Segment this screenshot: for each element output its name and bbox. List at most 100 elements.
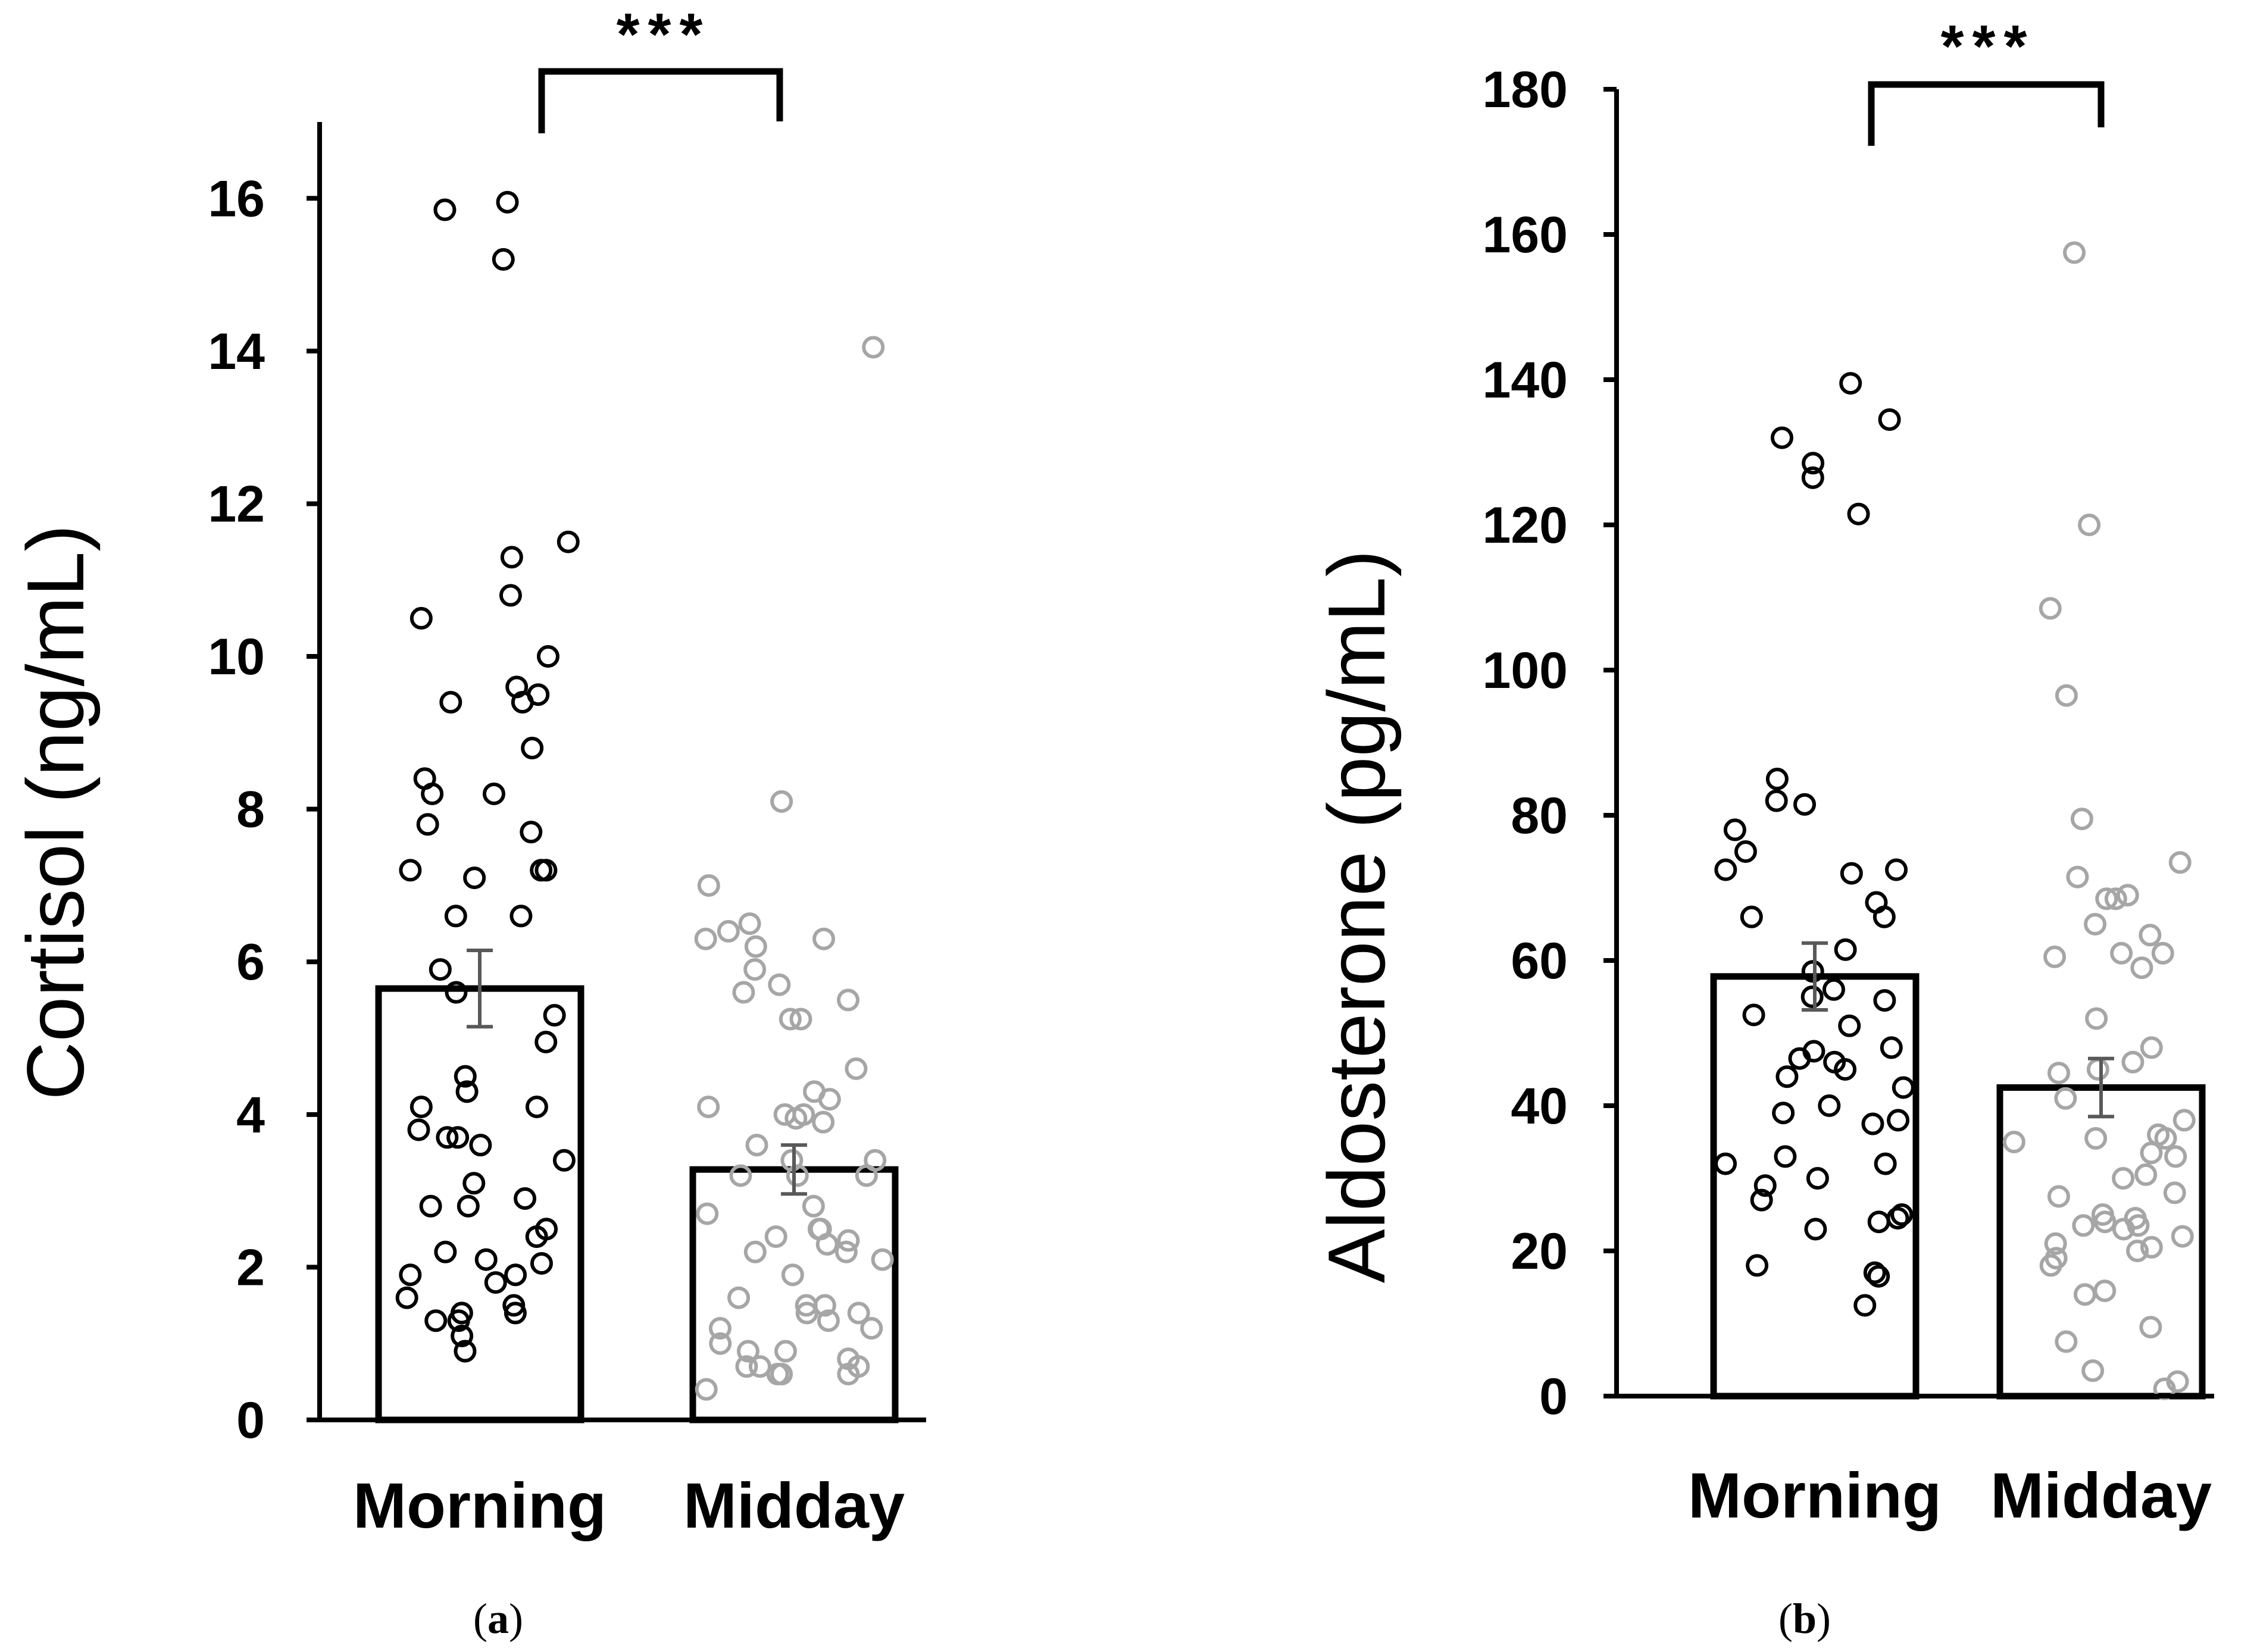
panel-a-point-morning: [482, 782, 505, 805]
panel-a-point-morning: [499, 584, 522, 607]
panel-b-point-morning: [1806, 1167, 1829, 1190]
panel-a-point-midday: [847, 1301, 870, 1325]
panel-a-point-midday: [834, 1240, 858, 1263]
panel-a-point-midday: [812, 1110, 835, 1134]
panel-a-point-morning: [525, 1095, 548, 1118]
panel-b-point-morning: [1838, 1014, 1861, 1037]
panel-a-bar-midday: [689, 1166, 899, 1423]
panel-a-point-midday: [709, 1332, 732, 1355]
panel-b-point-midday: [2070, 808, 2093, 831]
panel-b-point-midday: [2104, 887, 2127, 911]
panel-a-point-morning: [509, 905, 533, 928]
panel-a-point-midday: [744, 935, 767, 958]
panel-a-point-midday: [784, 1107, 808, 1130]
panel-a-point-morning: [469, 1134, 492, 1157]
panel-b-point-morning: [1885, 858, 1908, 881]
panel-b-point-morning: [1890, 1203, 1914, 1226]
panel-a-chart: Cortisol (ng/mL) 0 2 4 6 8 10 12 14 16 Morning M…: [10, 1, 926, 1642]
panel-a-point-midday: [802, 1194, 825, 1218]
panel-b-y-tick-label: 180: [1483, 61, 1568, 118]
panel-b-point-midday: [2140, 1235, 2163, 1259]
panel-a-point-midday: [774, 1340, 797, 1363]
panel-b-point-midday: [2084, 1127, 2108, 1150]
panel-a-y-tick-label: 0: [236, 1392, 265, 1449]
panel-a-point-morning: [446, 1126, 470, 1149]
panel-b-significance-label: ***: [1941, 13, 2036, 80]
panel-a-category-label-morning: Morning: [353, 1469, 607, 1541]
panel-a-point-morning: [525, 1225, 548, 1249]
panel-a-point-midday: [815, 1232, 839, 1256]
panel-b-point-midday: [2095, 887, 2118, 911]
panel-a-point-morning: [444, 905, 467, 928]
panel-a-point-midday: [694, 927, 717, 950]
panel-b-point-midday: [2084, 913, 2107, 935]
panel-a-point-morning: [445, 981, 468, 1004]
panel-b-category-label-morning: Morning: [1688, 1459, 1942, 1531]
panel-b-y-tick-label: 140: [1483, 352, 1568, 409]
panel-b-point-midday: [2002, 1131, 2025, 1153]
panel-b-chart: Aldosterone (pg/mL) 0 20 40 60 80 100 120 140 16…: [1311, 13, 2214, 1642]
panel-a-point-morning: [534, 1030, 558, 1053]
panel-a-point-morning: [484, 1271, 507, 1294]
panel-a-point-morning: [463, 866, 486, 890]
panel-b-point-morning: [1847, 502, 1870, 525]
panel-b-point-midday: [2168, 851, 2192, 874]
panel-b-point-morning: [1878, 408, 1901, 431]
panel-a-point-midday: [736, 1340, 759, 1363]
panel-a-point-midday: [855, 1164, 878, 1187]
panel-b-point-morning: [1874, 1152, 1897, 1175]
panel-a-point-morning: [419, 1194, 442, 1218]
panel-b-y-tick-label: 60: [1511, 933, 1568, 990]
panel-a-y-tick-label: 6: [236, 934, 265, 991]
panel-a-point-midday: [795, 1301, 818, 1325]
panel-b-point-midday: [2126, 1240, 2149, 1262]
panel-b-point-morning: [1867, 1210, 1890, 1234]
panel-a-point-midday: [745, 1134, 768, 1157]
panel-b-point-morning: [1818, 1094, 1841, 1117]
panel-a-point-morning: [395, 1286, 418, 1309]
panel-b-point-midday: [2140, 1141, 2163, 1165]
panel-a-significance-label: ***: [617, 1, 711, 68]
panel-b-point-midday: [2055, 1330, 2078, 1353]
panel-b-point-morning: [1839, 372, 1862, 395]
panel-b-y-axis-title: Aldosterone (pg/mL): [1311, 550, 1402, 1283]
panel-a-point-midday: [779, 1008, 802, 1031]
panel-a-point-morning: [409, 1095, 433, 1118]
panel-a-point-morning: [399, 859, 422, 882]
panel-a-point-morning: [433, 198, 457, 221]
panel-b-point-morning: [1714, 1152, 1737, 1175]
panel-a-point-morning: [462, 1172, 486, 1195]
panel-b-point-morning: [1746, 1254, 1769, 1277]
panel-b-point-morning: [1734, 840, 1757, 863]
panel-b-point-morning: [1801, 960, 1824, 983]
panel-b-point-midday: [2073, 1283, 2096, 1306]
panel-b-point-morning: [1834, 1058, 1857, 1081]
panel-a-point-midday: [696, 1202, 719, 1225]
panel-b-point-morning: [1772, 1102, 1795, 1125]
panel-b-point-midday: [2130, 956, 2153, 980]
panel-b-y-tick-label: 0: [1539, 1368, 1568, 1425]
panel-a-point-midday: [732, 981, 755, 1004]
panel-b-point-midday: [2121, 1050, 2145, 1074]
panel-b-point-midday: [2055, 684, 2078, 707]
panel-a-point-midday: [768, 973, 791, 996]
panel-a-point-midday: [727, 1286, 751, 1309]
panel-a-point-morning: [552, 1149, 576, 1172]
panel-b-point-morning: [1802, 452, 1825, 475]
panel-b-point-morning: [1740, 905, 1763, 928]
panel-a-point-morning: [399, 1263, 422, 1287]
panel-b-point-midday: [2112, 1167, 2135, 1190]
panel-a-point-midday: [729, 1164, 752, 1187]
panel-b-point-morning: [1793, 793, 1816, 816]
panel-a-point-morning: [514, 1187, 537, 1210]
panel-a-point-midday: [708, 1317, 732, 1340]
panel-b-point-midday: [2081, 1359, 2105, 1382]
panel-b-point-midday: [2047, 1062, 2071, 1085]
panel-a-point-midday: [743, 1240, 767, 1263]
panel-b-point-morning: [1714, 858, 1737, 881]
panel-a-y-tick-label: 12: [208, 475, 265, 533]
panel-a-point-midday: [697, 1095, 720, 1118]
panel-b-point-midday: [2086, 1058, 2109, 1081]
panel-a-point-morning: [457, 1194, 480, 1218]
panel-b-point-midday: [2163, 1181, 2186, 1204]
